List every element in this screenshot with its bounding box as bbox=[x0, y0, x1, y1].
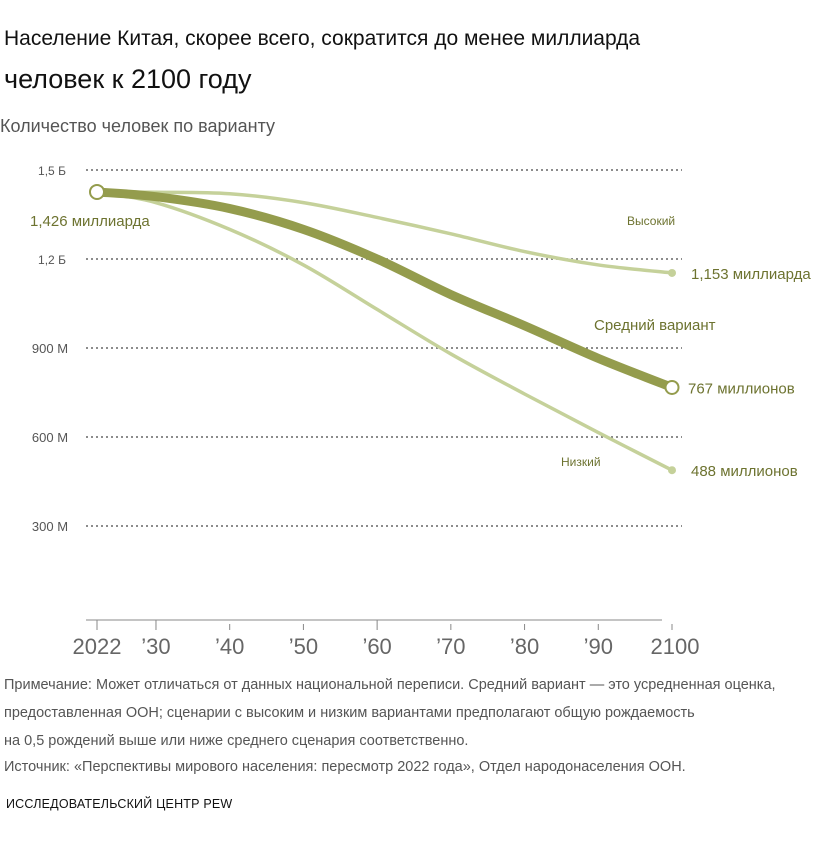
y-tick-label: 1,2 Б bbox=[38, 253, 66, 267]
series-name-medium: Средний вариант bbox=[594, 317, 716, 334]
x-tick-label: 2022 bbox=[73, 634, 122, 659]
start-point bbox=[89, 183, 105, 200]
series-line-medium bbox=[92, 187, 677, 392]
start-label: 1,426 миллиарда bbox=[30, 213, 150, 230]
x-tick-label: 2100 bbox=[651, 634, 700, 659]
series-line-low bbox=[95, 190, 674, 472]
series-name-high: Высокий bbox=[627, 214, 675, 228]
end-point-low bbox=[668, 466, 676, 475]
x-tick-label: ’40 bbox=[215, 634, 244, 659]
x-tick-label: ’30 bbox=[141, 634, 170, 659]
x-tick-label: ’50 bbox=[289, 634, 318, 659]
y-tick-label: 300 М bbox=[32, 519, 68, 534]
end-point-high bbox=[668, 268, 676, 277]
source-line: Источник: «Перспективы мирового населени… bbox=[4, 759, 686, 775]
line-chart: 1,5 Б 1,2 Б 900 М 600 М 300 М 2022 ’30 ’40 ’50 ’6… bbox=[30, 164, 811, 659]
note-line: на 0,5 рождений выше или ниже среднего с… bbox=[4, 733, 469, 749]
end-label-high: 1,153 миллиарда bbox=[691, 266, 811, 283]
end-label-low: 488 миллионов bbox=[691, 463, 798, 480]
title-line-1: Население Китая, скорее всего, сократитс… bbox=[4, 27, 641, 50]
note-line: предоставленная ООН; сценарии с высоким … bbox=[4, 705, 695, 721]
series-line-high bbox=[95, 190, 674, 275]
chart-subtitle: Количество человек по варианту bbox=[0, 116, 276, 136]
y-tick-label: 1,5 Б bbox=[38, 164, 66, 178]
end-label-medium: 767 миллионов bbox=[688, 380, 795, 397]
x-tick-label: ’80 bbox=[510, 634, 539, 659]
x-tick-label: ’60 bbox=[362, 634, 391, 659]
series-name-low: Низкий bbox=[561, 455, 601, 469]
x-tick-label: ’90 bbox=[584, 634, 613, 659]
note-line: Примечание: Может отличаться от данных н… bbox=[4, 677, 776, 693]
y-tick-label: 900 М bbox=[32, 341, 68, 356]
end-point-medium bbox=[664, 379, 680, 395]
title-line-2: человек к 2100 году bbox=[4, 64, 252, 94]
brand-logo-text: ИССЛЕДОВАТЕЛЬСКИЙ ЦЕНТР PEW bbox=[6, 797, 233, 811]
y-tick-label: 600 М bbox=[32, 430, 68, 445]
x-tick-label: ’70 bbox=[436, 634, 465, 659]
